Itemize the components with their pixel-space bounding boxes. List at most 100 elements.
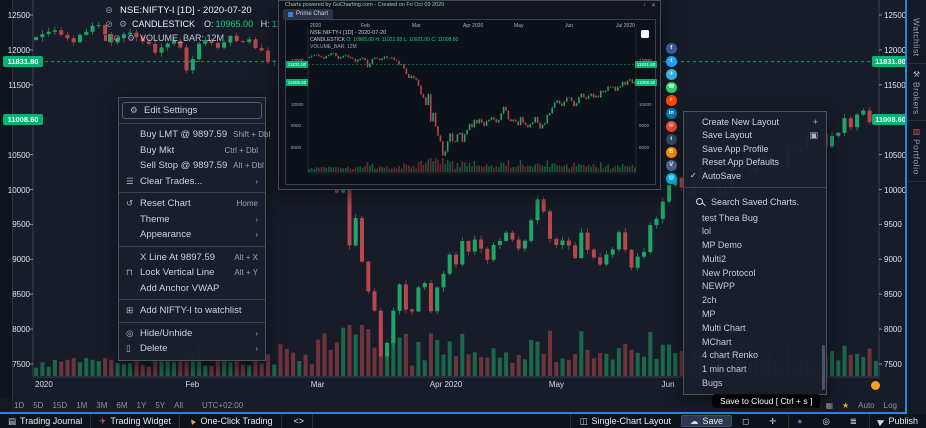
toolbar-button[interactable]: ▲ One-Click Trading bbox=[180, 414, 282, 428]
context-menu-item[interactable]: ▯ Delete › bbox=[119, 341, 265, 357]
context-menu-item[interactable]: Add Anchor VWAP bbox=[119, 281, 265, 297]
chart-snapshot-popup[interactable]: Charts powered by GoCharting.com - Creat… bbox=[278, 0, 661, 190]
context-menu-item[interactable]: Theme › bbox=[119, 212, 265, 228]
layout-menu-item[interactable]: Save Layout ▣ bbox=[684, 129, 826, 143]
social-share-button[interactable]: t bbox=[666, 56, 677, 67]
saved-chart-item[interactable]: MChart bbox=[702, 336, 732, 347]
saved-chart-item[interactable]: NEWPP bbox=[702, 281, 736, 292]
toolbar-button[interactable]: ◎ bbox=[814, 414, 841, 428]
toolbar-button[interactable]: ✛ bbox=[761, 414, 788, 428]
social-share-button[interactable]: r bbox=[666, 95, 677, 106]
saved-chart-item[interactable]: 1 min chart bbox=[702, 364, 747, 375]
saved-chart-item[interactable]: Bugs bbox=[702, 378, 723, 389]
eye-off-icon[interactable]: ⊘ bbox=[113, 32, 121, 43]
log-scale-toggle[interactable]: Log bbox=[883, 400, 897, 410]
toolbar-button[interactable]: ▶ Publish bbox=[868, 414, 926, 428]
menu-item-label: Save Layout bbox=[702, 130, 753, 141]
download-icon[interactable]: ↓ bbox=[643, 2, 646, 8]
timeframe-button[interactable]: 1M bbox=[76, 400, 88, 410]
context-menu-item[interactable]: ↺ Reset Chart Home bbox=[119, 196, 265, 212]
sidebar-tab[interactable]: ▥ Portfolio bbox=[907, 121, 926, 183]
assistant-bubble[interactable] bbox=[871, 381, 880, 390]
timeframe-button[interactable]: 1Y bbox=[136, 400, 147, 410]
context-menu-item[interactable] bbox=[119, 245, 265, 247]
toolbar-button[interactable]: ◻ bbox=[734, 414, 761, 428]
social-share-button[interactable]: V bbox=[666, 160, 677, 171]
social-share-button[interactable]: B bbox=[666, 147, 677, 158]
eye-off-icon[interactable]: ⊘ bbox=[105, 18, 113, 29]
saved-chart-item[interactable]: New Protocol bbox=[702, 267, 756, 278]
snapshot-tick-label: 9000 bbox=[639, 123, 650, 129]
toolbar-button[interactable]: ✈ Trading Widget bbox=[91, 414, 181, 428]
saved-chart-item[interactable]: MP Demo bbox=[702, 240, 742, 251]
toolbar-button[interactable]: ◫ Single-Chart Layout bbox=[570, 414, 679, 428]
timeframe-button[interactable]: 3M bbox=[96, 400, 108, 410]
timeframe-button[interactable]: 15D bbox=[52, 400, 68, 410]
scrollbar-thumb[interactable] bbox=[822, 344, 825, 390]
context-menu-item[interactable]: X Line At 9897.59 Alt + X bbox=[119, 250, 265, 266]
toolbar-button[interactable]: ☁ Save bbox=[681, 415, 733, 427]
close-icon[interactable]: ✕ bbox=[650, 3, 656, 9]
social-share-button[interactable]: ✉ bbox=[666, 121, 677, 132]
context-menu-item[interactable]: Buy LMT @ 9897.59 Shift + Dbl bbox=[119, 127, 270, 143]
zoom-out-icon[interactable]: ⊖ bbox=[105, 4, 113, 15]
context-menu-item[interactable]: ⊓ Lock Vertical Line Alt + Y bbox=[119, 265, 265, 281]
toolbar-button[interactable]: ▤ Trading Journal bbox=[0, 414, 92, 428]
context-menu-item[interactable]: ☰ Clear Trades... › bbox=[119, 174, 265, 190]
menu-item-shortcut: › bbox=[255, 176, 258, 186]
star-icon[interactable]: ★ bbox=[842, 400, 850, 410]
social-share-button[interactable]: ✈ bbox=[666, 69, 677, 80]
social-share-button[interactable]: in bbox=[666, 108, 677, 119]
social-share-button[interactable]: f bbox=[666, 43, 677, 54]
context-menu-item[interactable] bbox=[119, 321, 265, 323]
layout-menu-item[interactable]: Create New Layout + bbox=[684, 115, 826, 129]
saved-chart-item[interactable]: test Thea Bug bbox=[702, 212, 758, 223]
context-menu-item[interactable] bbox=[119, 192, 265, 193]
copy-icon[interactable] bbox=[641, 30, 649, 38]
context-menu-item[interactable]: Sell Stop @ 9897.59 Alt + Dbl bbox=[119, 158, 265, 174]
timeframe-button[interactable]: 5Y bbox=[155, 400, 166, 410]
timeframe-button[interactable]: 6M bbox=[116, 400, 128, 410]
context-menu-item[interactable]: Buy Mkt Ctrl + Dbl bbox=[119, 143, 265, 159]
context-menu-item[interactable]: ◎ Hide/Unhide › bbox=[119, 326, 265, 342]
toolbar-button-icon: ▶ bbox=[875, 414, 887, 427]
context-menu-item[interactable]: Appearance › bbox=[119, 227, 265, 243]
saved-chart-item[interactable]: Multi Chart bbox=[702, 322, 746, 333]
timeframe-button[interactable]: All bbox=[174, 400, 184, 410]
saved-charts-search[interactable]: Search Saved Charts. bbox=[684, 192, 826, 212]
price-tick-label: 11500 bbox=[884, 80, 906, 90]
toolbar-button[interactable]: ≣ bbox=[842, 414, 869, 428]
utc-offset-label[interactable]: UTC+02:00 bbox=[202, 400, 244, 410]
context-menu-item[interactable] bbox=[119, 299, 265, 300]
saved-chart-item[interactable]: MP bbox=[702, 309, 716, 320]
timeframe-button[interactable]: 1D bbox=[14, 400, 25, 410]
sidebar-tab[interactable]: Watchlist bbox=[907, 0, 926, 64]
snapshot-tab[interactable]: Prime Chart bbox=[283, 9, 334, 19]
saved-chart-item[interactable]: lol bbox=[702, 226, 712, 237]
context-menu-item[interactable]: ⚙ Edit Settings bbox=[122, 102, 262, 119]
grid-icon[interactable]: ▦ bbox=[825, 400, 833, 410]
context-menu-item[interactable]: ⊞ Add NIFTY-I to watchlist bbox=[119, 303, 265, 319]
toolbar-button[interactable]: <> bbox=[282, 414, 314, 428]
toolbar-button[interactable]: ● bbox=[788, 414, 814, 428]
timeframe-button[interactable]: 5D bbox=[33, 400, 44, 410]
menu-item-label: Save App Profile bbox=[702, 143, 769, 154]
menu-item-shortcut: Shift + Dbl bbox=[233, 130, 271, 140]
gear-icon[interactable]: ⚙ bbox=[126, 32, 136, 43]
social-share-button[interactable]: ☎ bbox=[666, 82, 677, 93]
layout-menu-item[interactable]: Save App Profile bbox=[684, 142, 826, 156]
saved-chart-item[interactable]: 4 chart Renko bbox=[702, 350, 759, 361]
saved-chart-item[interactable]: Multi2 bbox=[702, 253, 727, 264]
social-share-button[interactable]: @ bbox=[666, 173, 677, 184]
social-share-button[interactable]: t bbox=[666, 134, 677, 145]
layout-menu-item[interactable]: Reset App Defaults bbox=[684, 156, 826, 170]
price-tick-label: 12500 bbox=[7, 11, 30, 20]
gear-icon[interactable]: ⚙ bbox=[118, 18, 128, 29]
sidebar-tab[interactable]: ⚒ Brokers bbox=[907, 64, 926, 122]
snapshot-price-tag: 11008.60 bbox=[286, 78, 308, 86]
auto-scale-toggle[interactable]: Auto bbox=[858, 400, 875, 410]
context-menu-item[interactable] bbox=[119, 123, 265, 124]
layout-menu-item[interactable]: ✓ AutoSave bbox=[684, 169, 826, 183]
saved-chart-item[interactable]: 2ch bbox=[702, 295, 717, 306]
sidebar-tab-label: Portfolio bbox=[911, 139, 922, 176]
